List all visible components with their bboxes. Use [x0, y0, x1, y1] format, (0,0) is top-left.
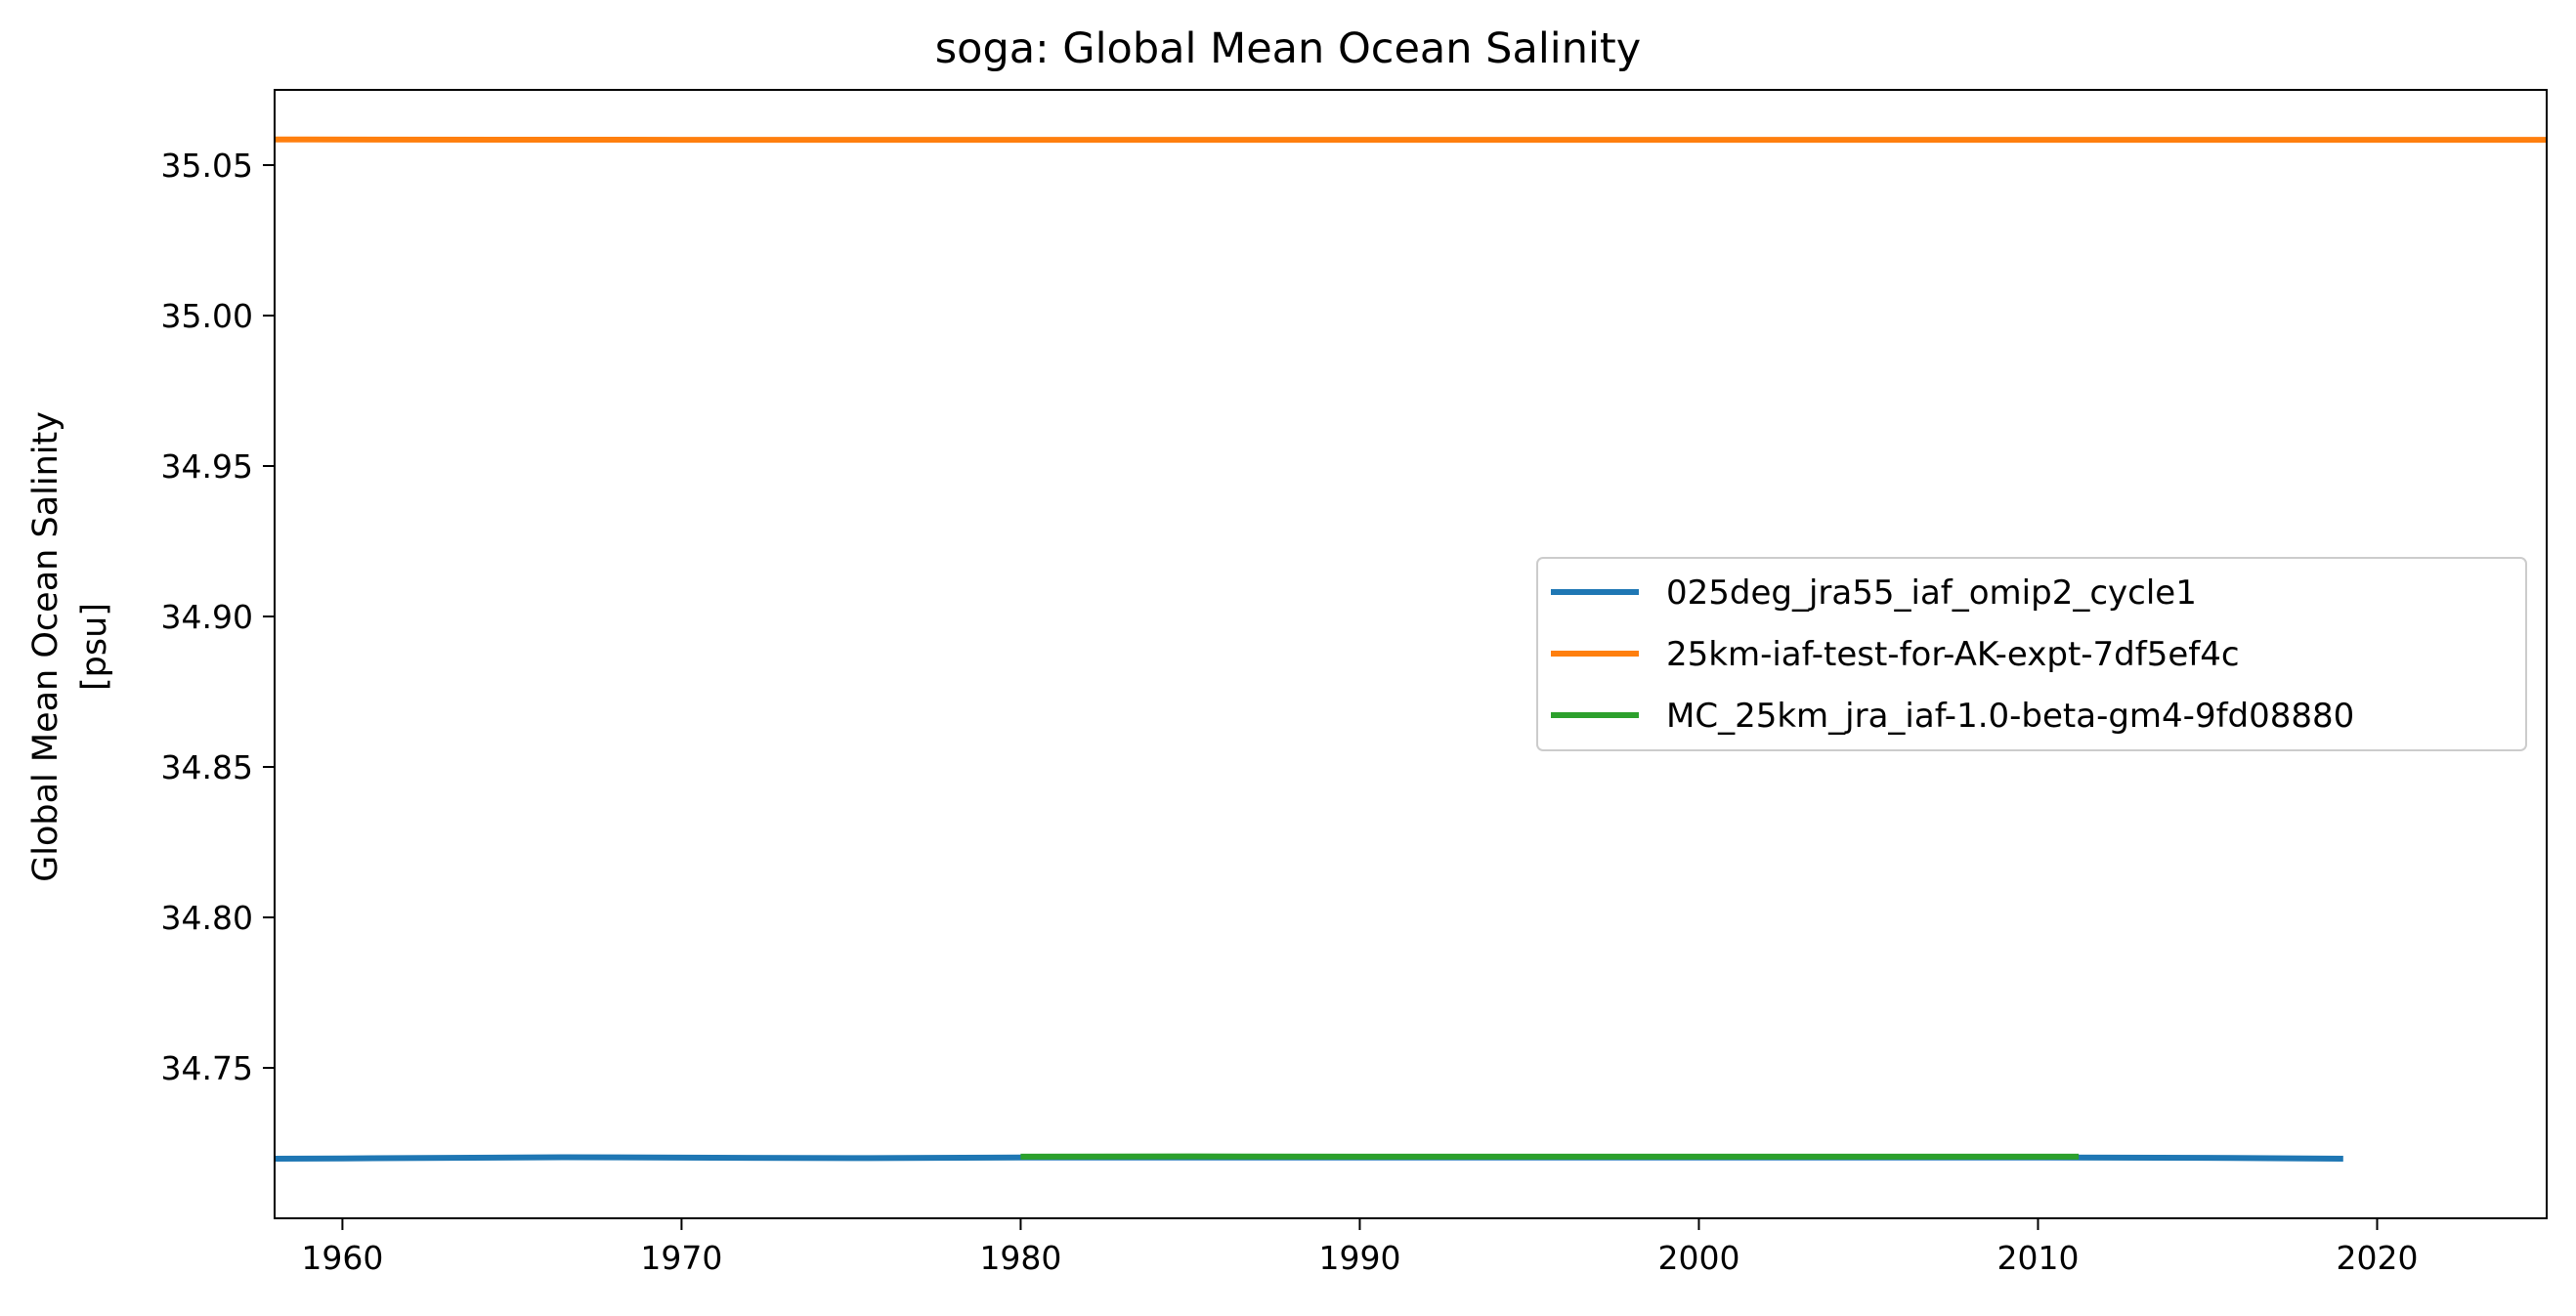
y-tick-label: 34.90 [161, 598, 253, 636]
legend: 025deg_jra55_iaf_omip2_cycle1 25km-iaf-te… [1536, 557, 2527, 751]
legend-label-2: 25km-iaf-test-for-AK-expt-7df5ef4c [1666, 635, 2240, 674]
y-tick-label: 35.05 [161, 147, 253, 185]
x-tick-label: 2000 [1657, 1239, 1739, 1277]
y-tick-label: 34.75 [161, 1049, 253, 1087]
x-tick-label: 1980 [979, 1239, 1061, 1277]
y-tick-label: 34.95 [161, 447, 253, 486]
x-tick-label: 2020 [2337, 1239, 2419, 1277]
x-tick-label: 1970 [640, 1239, 722, 1277]
x-tick-label: 1960 [301, 1239, 383, 1277]
legend-label-1: 025deg_jra55_iaf_omip2_cycle1 [1666, 573, 2197, 613]
axis-ticks: 1960 1970 1980 1990 2000 2010 2020 34.75 34.80 34… [161, 147, 2419, 1277]
legend-box [1536, 557, 2527, 751]
chart-title: soga: Global Mean Ocean Salinity [935, 24, 1641, 73]
y-tick-label: 35.00 [161, 297, 253, 335]
y-tick-label: 34.80 [161, 899, 253, 937]
x-tick-label: 1990 [1318, 1239, 1400, 1277]
y-tick-label: 34.85 [161, 748, 253, 786]
y-axis-label-line2: [psu] [75, 603, 114, 691]
x-tick-label: 2010 [1996, 1239, 2079, 1277]
plot-area-frame [274, 89, 2548, 1219]
y-axis-label-line1: Global Mean Ocean Salinity [26, 411, 65, 882]
legend-label-3: MC_25km_jra_iaf-1.0-beta-gm4-9fd08880 [1666, 697, 2354, 736]
series-lines [274, 136, 2547, 1162]
